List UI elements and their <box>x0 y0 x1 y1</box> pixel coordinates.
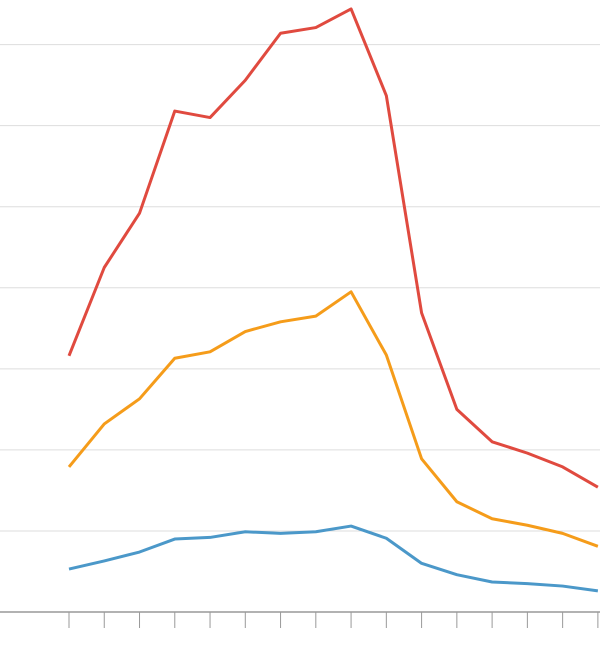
series-line <box>67 7 599 489</box>
series-line <box>67 290 599 548</box>
series-line <box>68 524 599 593</box>
